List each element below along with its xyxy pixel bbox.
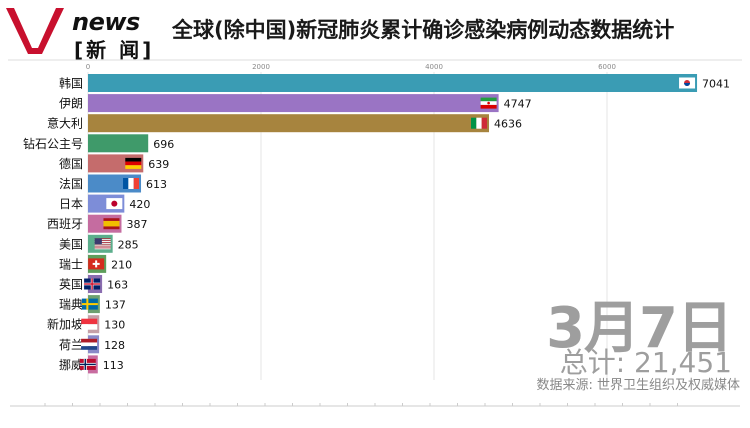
flag-it-icon <box>471 117 488 129</box>
category-label: 荷兰 <box>59 338 83 352</box>
category-label: 法国 <box>59 177 83 191</box>
value-label: 4747 <box>504 98 532 111</box>
bar-1 <box>88 94 499 113</box>
flag-se-icon <box>81 298 98 310</box>
value-label: 639 <box>148 158 169 171</box>
logo-text-cn: [新 闻] <box>74 38 155 62</box>
value-label: 285 <box>118 238 139 251</box>
category-label: 西班牙 <box>47 217 83 231</box>
x-tick-label: 4000 <box>425 63 443 71</box>
category-label: 钻石公主号 <box>23 136 83 151</box>
news-logo: news [新 闻] <box>0 0 160 62</box>
flag-de-icon <box>125 157 142 169</box>
value-label: 4636 <box>494 118 522 131</box>
value-label: 128 <box>104 339 125 352</box>
category-label: 新加坡 <box>47 317 83 332</box>
flag-ir-icon <box>480 97 497 109</box>
total-count: 总计: 21,451 <box>559 346 732 379</box>
category-label: 日本 <box>59 197 83 211</box>
flag-kr-icon <box>679 77 696 89</box>
value-label: 163 <box>107 279 128 292</box>
flag-us-icon <box>94 238 111 250</box>
x-tick-label: 2000 <box>252 63 270 71</box>
value-label: 387 <box>126 218 147 231</box>
category-label: 意大利 <box>47 116 83 131</box>
bar-0 <box>88 74 698 92</box>
flag-fr-icon <box>123 178 140 189</box>
category-label: 瑞士 <box>59 257 83 271</box>
value-label: 7041 <box>702 78 730 91</box>
category-label: 瑞典 <box>59 298 83 312</box>
logo-text-en: news <box>72 8 140 36</box>
value-label: 130 <box>104 319 125 332</box>
value-label: 113 <box>103 359 124 372</box>
flag-jp-icon <box>106 198 123 210</box>
category-label: 美国 <box>59 237 83 251</box>
flag-nl-icon <box>81 338 98 350</box>
x-tick-label: 6000 <box>598 63 616 71</box>
value-label: 137 <box>105 299 126 312</box>
flag-es-icon <box>103 218 120 230</box>
flag-ch-icon <box>88 258 105 270</box>
current-date: 3月7日 <box>546 296 733 361</box>
logo-mark-icon <box>6 8 64 54</box>
value-label: 210 <box>111 258 132 271</box>
category-label: 伊朗 <box>59 97 83 111</box>
x-tick-label: 0 <box>86 63 90 71</box>
category-label: 韩国 <box>59 76 83 91</box>
flag-gb-icon <box>84 278 101 290</box>
category-label: 挪威 <box>59 358 83 372</box>
chart-title: 全球(除中国)新冠肺炎累计确诊感染病例动态数据统计 <box>172 18 675 42</box>
flag-no-icon <box>79 358 96 370</box>
category-label: 德国 <box>59 156 83 171</box>
data-source: 数据来源: 世界卫生组织及权威媒体 <box>536 378 740 393</box>
flag-sg-icon <box>81 318 98 330</box>
value-label: 613 <box>146 178 167 191</box>
value-label: 420 <box>129 198 150 211</box>
bar-2 <box>88 114 490 133</box>
category-label: 英国 <box>59 278 83 292</box>
value-label: 696 <box>153 138 174 151</box>
bar-3 <box>88 134 149 153</box>
